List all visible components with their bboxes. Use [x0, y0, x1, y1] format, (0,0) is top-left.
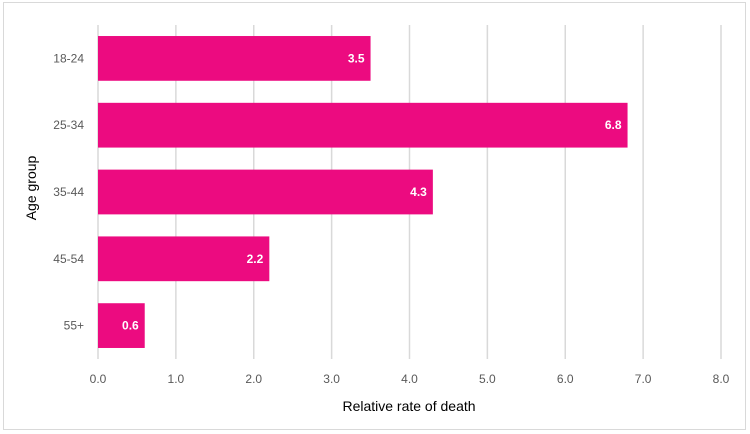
bar-45-54	[98, 236, 270, 282]
y-tick-label: 35-44	[53, 185, 84, 199]
x-tick-label: 1.0	[168, 372, 185, 386]
x-tick-label: 5.0	[479, 372, 496, 386]
x-tick-label: 2.0	[245, 372, 262, 386]
bar-35-44	[98, 169, 433, 215]
x-tick-label: 7.0	[635, 372, 652, 386]
bar-18-24	[98, 36, 371, 81]
data-label: 3.5	[348, 51, 365, 65]
x-tick-label: 0.0	[90, 372, 107, 386]
y-tick-label: 18-24	[53, 51, 84, 65]
x-tick-label: 6.0	[557, 372, 574, 386]
data-label: 4.3	[410, 185, 427, 199]
y-tick-label: 25-34	[53, 118, 84, 132]
x-tick-label: 3.0	[323, 372, 340, 386]
x-tick-label: 8.0	[713, 372, 730, 386]
x-tick-labels: 0.0 1.0 2.0 3.0 4.0 5.0 6.0 7.0 8.0	[90, 372, 730, 386]
x-axis-title: Relative rate of death	[342, 398, 475, 414]
data-label: 6.8	[605, 118, 622, 132]
x-tick-label: 4.0	[401, 372, 418, 386]
bar-25-34	[98, 102, 628, 148]
bar-55+	[98, 303, 145, 348]
data-label: 0.6	[122, 319, 139, 333]
bars: 3.5 6.8 4.3 2.2 0.6	[98, 36, 628, 348]
data-label: 2.2	[247, 252, 264, 266]
y-axis-title: Age group	[23, 155, 39, 220]
y-tick-labels: 18-24 25-34 35-44 45-54 55+	[53, 51, 84, 332]
y-tick-label: 45-54	[53, 252, 84, 266]
y-tick-label: 55+	[64, 319, 84, 333]
